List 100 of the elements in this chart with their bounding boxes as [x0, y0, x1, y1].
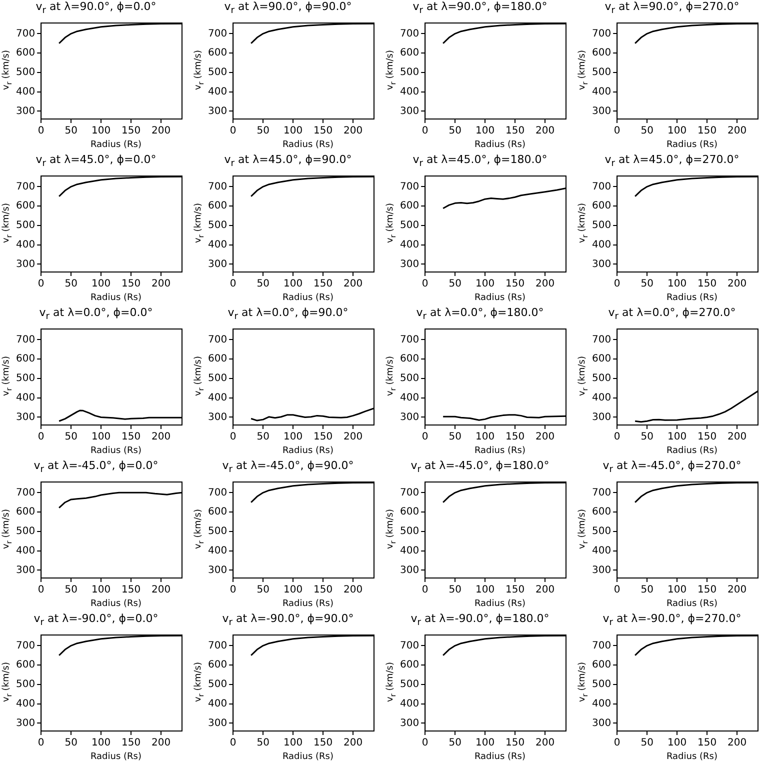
x-tick-label: 50	[640, 278, 654, 290]
x-tick-label: 0	[230, 126, 236, 137]
y-tick-label: 300	[400, 564, 420, 576]
y-tick-label: 300	[208, 718, 228, 729]
chart-title: v$_{r}$ at λ=90.0°, ϕ=270.0°	[604, 0, 740, 16]
y-tick-label: 600	[400, 660, 420, 671]
x-tick-label: 50	[256, 126, 270, 137]
x-tick-label: 0	[230, 432, 236, 443]
chart-title: v$_{r}$ at λ=45.0°, ϕ=270.0°	[604, 153, 740, 170]
y-tick-label: 600	[592, 48, 612, 59]
y-tick-label: 500	[16, 679, 36, 690]
y-tick-label: 400	[208, 239, 228, 250]
y-tick-label: 300	[208, 564, 228, 576]
y-tick-label: 400	[400, 698, 420, 710]
y-tick-label: 300	[208, 258, 228, 270]
x-axis-title: Radius (Rs)	[89, 292, 142, 304]
y-tick-label: 700	[208, 28, 228, 40]
y-tick-label: 400	[16, 86, 36, 98]
x-tick-label: 0	[38, 278, 44, 290]
y-tick-label: 300	[208, 412, 228, 423]
y-tick-label: 600	[208, 506, 228, 518]
x-tick-label: 50	[256, 432, 270, 443]
x-tick-label: 200	[151, 584, 171, 596]
y-tick-label: 600	[16, 354, 36, 365]
x-tick-label: 200	[535, 738, 555, 749]
x-axis-title: Radius (Rs)	[665, 598, 718, 610]
chart-title: v$_{r}$ at λ=-45.0°, ϕ=0.0°	[32, 459, 160, 476]
x-tick-label: 50	[64, 126, 78, 137]
y-tick-label: 400	[592, 86, 612, 98]
y-tick-label: 500	[208, 67, 228, 78]
y-tick-label: 700	[592, 640, 612, 652]
x-tick-label: 100	[668, 432, 687, 443]
x-tick-label: 100	[284, 278, 303, 290]
chart-title: v$_{r}$ at λ=45.0°, ϕ=90.0°	[223, 153, 353, 170]
y-tick-label: 300	[400, 258, 420, 270]
x-tick-label: 150	[505, 432, 525, 443]
x-tick-label: 150	[505, 278, 525, 290]
y-tick-label: 400	[208, 698, 228, 710]
x-tick-label: 150	[697, 432, 717, 443]
x-tick-label: 100	[668, 584, 687, 596]
x-tick-label: 100	[284, 126, 303, 137]
x-tick-label: 50	[640, 738, 654, 749]
chart-title: v$_{r}$ at λ=-90.0°, ϕ=180.0°	[410, 612, 550, 628]
chart-title: v$_{r}$ at λ=90.0°, ϕ=0.0°	[34, 0, 158, 16]
chart-title: v$_{r}$ at λ=45.0°, ϕ=0.0°	[34, 153, 158, 170]
x-tick-label: 50	[448, 432, 462, 443]
y-tick-label: 600	[208, 200, 228, 212]
x-tick-label: 0	[422, 738, 428, 749]
x-tick-label: 150	[121, 432, 141, 443]
y-tick-label: 500	[592, 220, 612, 232]
x-tick-label: 200	[151, 738, 171, 749]
y-tick-label: 400	[208, 86, 228, 98]
y-tick-label: 400	[16, 392, 36, 404]
chart-title: v$_{r}$ at λ=90.0°, ϕ=90.0°	[223, 0, 353, 16]
y-tick-label: 500	[592, 373, 612, 384]
x-tick-label: 200	[727, 432, 747, 443]
x-tick-label: 50	[256, 738, 270, 749]
y-tick-label: 400	[208, 545, 228, 556]
y-tick-label: 600	[208, 354, 228, 365]
y-tick-label: 600	[16, 506, 36, 518]
x-axis-title: Radius (Rs)	[89, 139, 142, 151]
x-tick-label: 200	[151, 126, 171, 137]
y-tick-label: 400	[16, 698, 36, 710]
x-axis-title: Radius (Rs)	[473, 598, 526, 610]
chart-title: v$_{r}$ at λ=0.0°, ϕ=90.0°	[226, 306, 350, 322]
x-axis-title: Radius (Rs)	[89, 598, 142, 610]
x-tick-label: 0	[230, 278, 236, 290]
x-tick-label: 200	[727, 126, 747, 137]
y-tick-label: 600	[208, 48, 228, 59]
x-tick-label: 200	[343, 738, 363, 749]
x-tick-label: 200	[343, 278, 363, 290]
y-tick-label: 500	[208, 373, 228, 384]
x-tick-label: 150	[697, 738, 717, 749]
y-tick-label: 700	[208, 640, 228, 652]
y-tick-label: 400	[592, 392, 612, 404]
chart-title: v$_{r}$ at λ=0.0°, ϕ=0.0°	[38, 306, 154, 322]
x-tick-label: 150	[313, 126, 333, 137]
y-tick-label: 300	[208, 106, 228, 117]
y-tick-label: 700	[16, 334, 36, 346]
chart-title: v$_{r}$ at λ=-45.0°, ϕ=270.0°	[602, 459, 742, 476]
x-tick-label: 0	[422, 584, 428, 596]
y-tick-label: 500	[592, 526, 612, 538]
y-tick-label: 400	[400, 392, 420, 404]
chart-title: v$_{r}$ at λ=-45.0°, ϕ=90.0°	[221, 459, 355, 476]
x-tick-label: 50	[64, 432, 78, 443]
y-tick-label: 700	[400, 181, 420, 192]
x-tick-label: 150	[121, 126, 141, 137]
y-tick-label: 600	[16, 200, 36, 212]
y-tick-label: 700	[592, 487, 612, 498]
x-tick-label: 50	[640, 432, 654, 443]
y-tick-label: 600	[16, 48, 36, 59]
x-tick-label: 100	[668, 278, 687, 290]
x-tick-label: 0	[38, 738, 44, 749]
y-tick-label: 500	[16, 373, 36, 384]
y-tick-label: 500	[400, 67, 420, 78]
x-tick-label: 200	[535, 584, 555, 596]
x-tick-label: 150	[697, 126, 717, 137]
y-tick-label: 400	[592, 698, 612, 710]
y-tick-label: 500	[16, 67, 36, 78]
y-tick-label: 700	[400, 487, 420, 498]
